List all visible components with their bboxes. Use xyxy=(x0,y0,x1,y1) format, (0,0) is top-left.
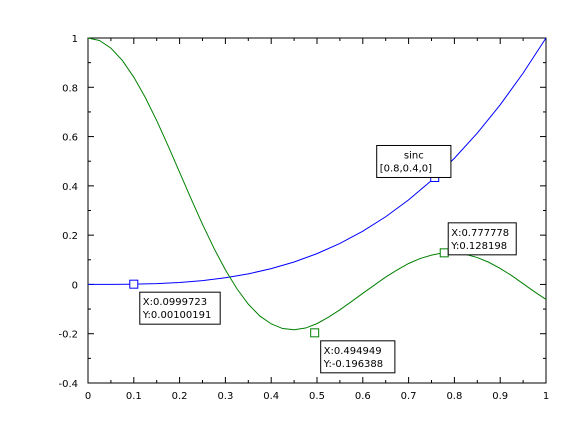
y-tick-label: 0.4 xyxy=(62,182,78,193)
datatip-marker xyxy=(310,328,320,338)
y-tick-label: 0 xyxy=(72,280,78,291)
x-tick-label: 0.7 xyxy=(401,391,417,402)
x-tick-label: 0.4 xyxy=(263,391,279,402)
x-tick-label: 0.2 xyxy=(172,391,188,402)
datatip-marker xyxy=(439,248,449,258)
datatip-box xyxy=(376,144,452,178)
series-layer xyxy=(87,37,547,331)
x-tick-label: 0.9 xyxy=(492,391,508,402)
datatip-marker xyxy=(129,279,139,289)
x-tick-label: 0.6 xyxy=(355,391,371,402)
datatips-layer: X:0.0999723 Y:0.00100191 sinc [0.8,0.4,0] X:… xyxy=(129,144,517,374)
datatip-box xyxy=(447,222,517,256)
datatip-text: Y:0.128198 xyxy=(450,241,507,252)
datatip-text: [0.8,0.4,0] xyxy=(380,163,432,174)
series-line-1 xyxy=(87,37,547,331)
y-tick-label: 1 xyxy=(72,34,78,45)
x-tick-label: 0.1 xyxy=(126,391,142,402)
x-tick-label: 0 xyxy=(85,391,91,402)
x-tick-label: 1 xyxy=(543,391,549,402)
datatip-text: sinc xyxy=(404,150,424,161)
y-tick-label: 0.6 xyxy=(62,133,78,144)
axes: 0 0.1 0.2 0.3 0.4 0.5 0.6 0.7 0.8 0.9 1 -0.4 -0.2 0 0.… xyxy=(58,34,549,402)
y-tick-label: 0.2 xyxy=(62,231,78,242)
datatip-text: X:0.777778 xyxy=(451,228,509,239)
series-line-0 xyxy=(87,37,547,285)
y-tick-label: -0.2 xyxy=(58,330,78,341)
x-tick-label: 0.3 xyxy=(217,391,233,402)
y-tick-label: 0.8 xyxy=(62,83,78,94)
datatip-text: Y:0.00100191 xyxy=(142,310,212,321)
datatip-box xyxy=(139,291,221,325)
datatip-text: X:0.494949 xyxy=(324,346,382,357)
x-tick-label: 0.5 xyxy=(309,391,325,402)
datatip-text: X:0.0999723 xyxy=(143,297,207,308)
y-tick-label: -0.4 xyxy=(58,379,78,390)
datatip-box xyxy=(320,340,396,374)
datatip-text: Y:-0.196388 xyxy=(323,359,383,370)
x-tick-label: 0.8 xyxy=(446,391,462,402)
